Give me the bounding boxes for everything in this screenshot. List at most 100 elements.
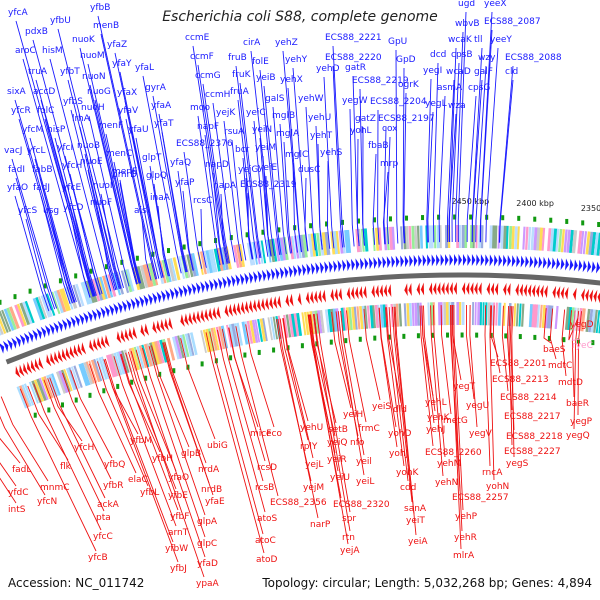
gene-leader-line	[277, 318, 319, 519]
gene-label: yfbU	[50, 16, 71, 26]
gene-label: ECS88_2214	[500, 393, 557, 403]
forward-cds-arrow	[431, 254, 436, 267]
forward-cds-arrow	[507, 254, 512, 267]
gene-leader-line	[97, 361, 149, 487]
gc-content-tile	[202, 250, 210, 274]
gene-label: ccmF	[190, 52, 214, 62]
gc-content-tile	[585, 231, 591, 255]
forward-cds-arrow	[78, 313, 85, 326]
gene-label: yfbW	[165, 544, 188, 554]
gc-skew-tile	[546, 305, 552, 329]
gc-content-tile	[547, 228, 552, 252]
feature-tick	[533, 216, 537, 222]
gene-leader-line	[135, 349, 206, 558]
gene-leader-line	[0, 462, 17, 487]
gene-leader-line	[197, 115, 221, 266]
forward-cds-arrow	[104, 305, 110, 318]
gene-label: gatZ	[355, 114, 376, 124]
gene-label: yfaE	[205, 497, 225, 507]
gc-skew-tile	[213, 327, 220, 351]
reverse-cds-arrow	[208, 307, 213, 321]
forward-cds-arrow	[591, 261, 596, 274]
gene-leader-line	[385, 307, 405, 467]
reverse-cds-arrow	[375, 284, 380, 298]
gc-content-tile	[571, 230, 578, 254]
reverse-cds-arrow	[192, 311, 197, 325]
gc-skew-tile	[113, 352, 123, 376]
gene-label: ECS88_2213	[492, 375, 549, 385]
gene-label: pdxB	[25, 27, 48, 37]
reverse-cds-arrow	[338, 287, 343, 301]
gc-content-tile	[593, 232, 599, 256]
gc-skew-tile	[327, 309, 333, 333]
gene-label: wza	[448, 101, 466, 111]
forward-cds-arrow	[156, 291, 162, 304]
gene-label: yeeY	[490, 35, 512, 45]
gene-leader-line	[359, 88, 365, 246]
gene-leader-line	[501, 305, 509, 392]
reverse-cds-arrow	[359, 285, 363, 299]
reverse-cds-arrow	[180, 314, 185, 327]
gene-label: yehM	[437, 459, 461, 469]
reverse-cds-arrow	[120, 329, 126, 343]
gc-content-tile	[332, 231, 339, 255]
feature-tick	[130, 379, 134, 385]
forward-cds-arrow	[178, 286, 184, 298]
gene-label: folC	[37, 106, 54, 116]
gc-skew-tile	[580, 308, 586, 332]
forward-cds-arrow	[350, 258, 355, 271]
gene-label: menB	[93, 21, 119, 31]
gene-leader-line	[39, 177, 75, 303]
gene-label: yejA	[340, 546, 360, 556]
feature-tick	[469, 214, 473, 220]
gc-skew-tile	[332, 308, 339, 332]
reverse-cds-arrow	[404, 283, 408, 297]
gc-skew-tile	[259, 318, 267, 342]
reverse-cds-arrow	[449, 282, 453, 296]
feature-tick	[245, 232, 249, 238]
forward-cds-arrow	[467, 254, 471, 267]
gc-content-tile	[494, 225, 498, 249]
reverse-cds-arrow	[100, 335, 106, 349]
gc-content-tile	[0, 310, 9, 333]
feature-tick	[60, 402, 64, 408]
gc-skew-tile	[33, 379, 45, 402]
gene-label: ypaA	[196, 579, 220, 589]
gc-skew-tile	[521, 303, 525, 327]
gene-leader-line	[220, 193, 228, 264]
gene-leader-line	[452, 305, 462, 381]
gene-leader-line	[0, 415, 46, 496]
gene-leader-line	[287, 87, 303, 253]
forward-cds-arrow	[301, 264, 307, 276]
forward-cds-arrow	[529, 255, 534, 268]
feature-tick	[58, 278, 62, 284]
gene-label: fadJ	[33, 183, 50, 193]
feature-tick	[475, 332, 479, 338]
forward-cds-arrow	[333, 260, 338, 273]
forward-cds-arrow	[386, 256, 391, 269]
gene-label: sanA	[404, 504, 427, 514]
gene-leader-line	[87, 169, 117, 291]
gene-leader-line	[386, 136, 391, 245]
gc-skew-tile	[471, 302, 475, 326]
gene-label: yejM	[303, 483, 324, 493]
gc-skew-tile	[218, 326, 226, 350]
forward-cds-arrow	[297, 264, 302, 277]
gene-leader-line	[448, 113, 457, 243]
reverse-cds-arrow	[27, 361, 33, 374]
gene-label: menE	[112, 167, 138, 177]
reverse-cds-arrow	[168, 317, 173, 330]
gene-label: glpT	[142, 153, 162, 163]
gc-content-tile	[541, 227, 546, 251]
gene-leader-line	[484, 305, 491, 467]
gene-label: yfcI	[57, 143, 73, 153]
forward-cds-arrow	[293, 265, 298, 278]
gene-leader-line	[485, 47, 499, 243]
gene-leader-line	[279, 318, 309, 441]
gc-content-tile	[99, 276, 108, 300]
gene-label: mrp	[380, 159, 398, 169]
gene-label: yeiQ	[327, 438, 347, 448]
gc-skew-tile	[461, 302, 465, 326]
gc-skew-tile	[395, 303, 400, 327]
reverse-cds-arrow	[216, 306, 221, 319]
